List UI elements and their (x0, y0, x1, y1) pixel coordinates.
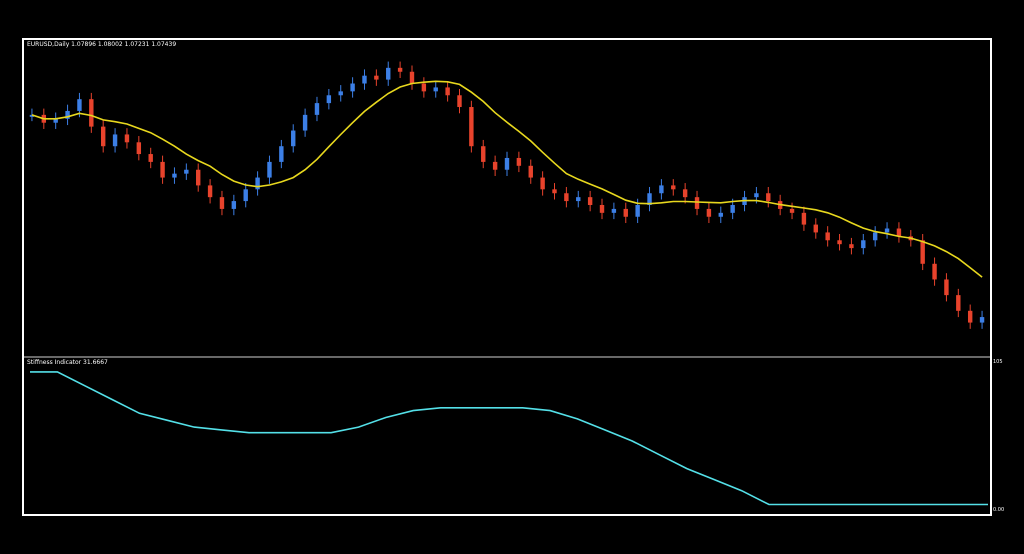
chart-window[interactable] (22, 38, 992, 516)
candle-body (469, 107, 474, 147)
candle-body (611, 208, 617, 213)
candle-body (659, 185, 664, 194)
candle-body (552, 189, 557, 194)
candle-body (89, 99, 94, 127)
moving-average-line (31, 80, 983, 278)
candle-body (766, 193, 771, 202)
candle-body (77, 99, 82, 111)
candle-body (956, 295, 961, 311)
candle-body (148, 154, 153, 162)
candle-body (231, 201, 237, 209)
indicator-scale-top: 105 (993, 359, 1003, 365)
candle-body (967, 310, 973, 323)
candle-body (100, 126, 106, 147)
candle-body (861, 240, 866, 249)
candle-body (492, 161, 498, 170)
candle-body (386, 67, 391, 80)
candle-body (979, 317, 985, 323)
candle-body (314, 103, 320, 115)
candle-body (124, 134, 130, 143)
candle-body (837, 240, 842, 245)
candle-body (504, 157, 510, 170)
candle-body (362, 75, 367, 84)
candle-body (599, 205, 605, 213)
candle-body (409, 71, 415, 84)
candle-body (576, 197, 581, 202)
candle-body (457, 95, 462, 108)
candle-body (196, 169, 201, 186)
candle-body (338, 91, 343, 96)
candle-body (445, 87, 450, 96)
candle-body (813, 224, 818, 233)
candle-body (694, 197, 700, 209)
candle-body (754, 193, 759, 198)
candle-body (516, 157, 522, 166)
candle-body (587, 197, 593, 205)
candle-body (53, 118, 58, 123)
candle-body (255, 177, 260, 190)
candle-body (374, 75, 379, 80)
stiffness-line (30, 371, 988, 506)
candle-body (184, 169, 189, 174)
candle-body (136, 142, 142, 155)
candle-body (944, 279, 949, 296)
candle-body (160, 161, 165, 178)
candle-body (302, 114, 308, 131)
candle-body (635, 205, 640, 217)
candle-body (718, 212, 723, 217)
indicator-panel-header: Stiffness Indicator 31.6667 (27, 359, 108, 366)
candle-body (481, 146, 486, 162)
candle-body (291, 130, 296, 147)
candle-body (326, 95, 332, 104)
candle-body (421, 83, 427, 92)
candle-body (872, 232, 878, 241)
candle-body (932, 263, 937, 280)
candle-body (647, 193, 652, 205)
candle-body (671, 185, 676, 190)
candle-body (267, 161, 272, 178)
price-panel-header: EURUSD,Daily 1.07896 1.08002 1.07231 1.0… (27, 41, 177, 48)
candle-body (789, 208, 795, 213)
candle-body (397, 67, 403, 72)
candle-body (350, 83, 355, 92)
candle-body (920, 240, 925, 264)
candle-body (896, 228, 902, 237)
candle-body (65, 110, 70, 119)
candle-body (623, 208, 628, 217)
candle-body (682, 189, 688, 198)
candle-body (706, 208, 712, 217)
candle-body (29, 114, 35, 117)
candle-body (849, 244, 854, 249)
candle-body (564, 193, 569, 202)
candle-body (172, 173, 177, 178)
candle-body (540, 177, 545, 190)
candle-body (528, 165, 533, 178)
candle-body (801, 212, 807, 225)
candle-body (243, 189, 248, 202)
candle-body (279, 146, 284, 162)
candle-body (219, 197, 225, 209)
candle-body (112, 134, 118, 147)
candle-body (207, 185, 213, 198)
candle-body (433, 87, 438, 92)
candle-body (730, 205, 735, 213)
candle-body (825, 232, 830, 241)
candle-body (884, 228, 890, 233)
indicator-scale-bottom: 0.00 (993, 507, 1005, 513)
